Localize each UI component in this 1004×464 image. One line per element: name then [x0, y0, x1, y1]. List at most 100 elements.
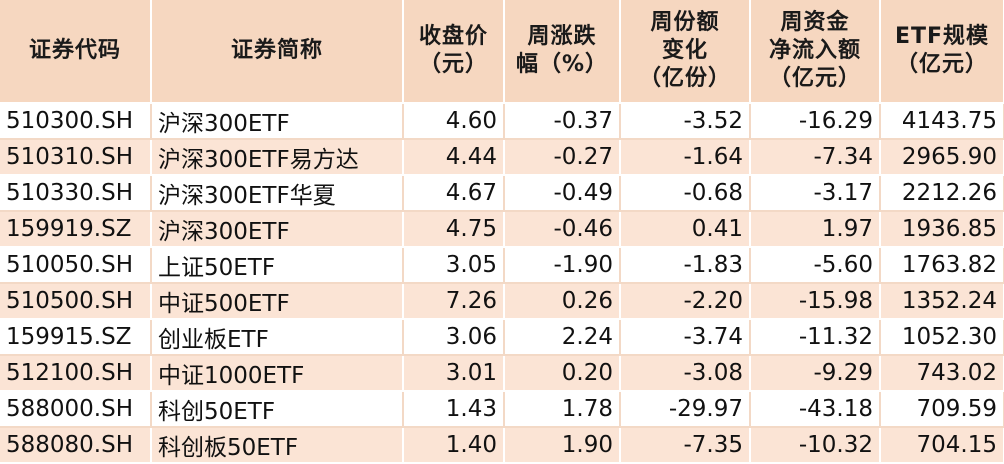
name-cell: 沪深300ETF	[151, 103, 404, 140]
header-line: 幅（%）	[515, 52, 609, 77]
net-inflow-cell: -16.29	[750, 103, 881, 140]
code-cell: 510500.SH	[0, 283, 152, 320]
name-cell: 中证1000ETF	[151, 355, 404, 392]
header-line: 证券简称	[230, 38, 323, 63]
code-cell: 510050.SH	[0, 247, 152, 284]
etf-size-cell: 743.02	[880, 355, 1004, 392]
net-inflow-cell: -10.32	[750, 427, 881, 464]
share-change-cell: -0.68	[620, 175, 751, 212]
close-price-cell: 3.05	[403, 247, 505, 284]
share-change-cell: -29.97	[620, 391, 751, 428]
header-weekly-share-change: 周份额 变化 （亿份）	[620, 0, 751, 104]
close-price-cell: 1.43	[403, 391, 505, 428]
header-security-code: 证券代码	[0, 0, 152, 104]
etf-size-cell: 2965.90	[880, 139, 1004, 176]
code-cell: 588080.SH	[0, 427, 152, 464]
name-cell: 沪深300ETF	[151, 211, 404, 248]
share-change-cell: -3.74	[620, 319, 751, 356]
share-change-cell: 0.41	[620, 211, 751, 248]
table-row: 588080.SH 科创板50ETF 1.40 1.90 -7.35 -10.32 704.…	[0, 427, 1004, 464]
weekly-change-cell: 1.90	[504, 427, 621, 464]
net-inflow-cell: 1.97	[750, 211, 881, 248]
header-line: 证券代码	[28, 38, 121, 63]
etf-size-cell: 1936.85	[880, 211, 1004, 248]
weekly-change-cell: -0.37	[504, 103, 621, 140]
name-cell: 创业板ETF	[151, 319, 404, 356]
table-header: 证券代码 证券简称 收盘价 （元） 周涨跌 幅（%） 周份额 变化 （亿份） 周…	[0, 0, 1004, 104]
name-cell: 上证50ETF	[151, 247, 404, 284]
net-inflow-cell: -3.17	[750, 175, 881, 212]
share-change-cell: -1.64	[620, 139, 751, 176]
name-cell: 科创50ETF	[151, 391, 404, 428]
weekly-change-cell: -0.27	[504, 139, 621, 176]
header-etf-size: ETF规模 （亿元）	[880, 0, 1004, 104]
header-line: （亿元）	[768, 66, 861, 91]
header-line: （亿份）	[638, 66, 731, 91]
net-inflow-cell: -5.60	[750, 247, 881, 284]
header-line: 周涨跌	[527, 24, 597, 49]
table-row: 510050.SH 上证50ETF 3.05 -1.90 -1.83 -5.60 1763.…	[0, 247, 1004, 284]
code-cell: 159919.SZ	[0, 211, 152, 248]
weekly-change-cell: 0.20	[504, 355, 621, 392]
close-price-cell: 4.67	[403, 175, 505, 212]
net-inflow-cell: -11.32	[750, 319, 881, 356]
weekly-change-cell: 0.26	[504, 283, 621, 320]
header-weekly-net-inflow: 周资金 净流入额 （亿元）	[750, 0, 881, 104]
share-change-cell: -3.52	[620, 103, 751, 140]
table-row: 159915.SZ 创业板ETF 3.06 2.24 -3.74 -11.32 1052.3…	[0, 319, 1004, 356]
etf-size-cell: 4143.75	[880, 103, 1004, 140]
name-cell: 沪深300ETF易方达	[151, 139, 404, 176]
etf-size-cell: 1352.24	[880, 283, 1004, 320]
code-cell: 588000.SH	[0, 391, 152, 428]
header-weekly-change: 周涨跌 幅（%）	[504, 0, 621, 104]
header-line: 周份额	[650, 10, 720, 35]
header-line: 周资金	[780, 10, 850, 35]
weekly-change-cell: -0.49	[504, 175, 621, 212]
weekly-change-cell: -1.90	[504, 247, 621, 284]
table-row: 159919.SZ 沪深300ETF 4.75 -0.46 0.41 1.97 1936.8…	[0, 211, 1004, 248]
share-change-cell: -2.20	[620, 283, 751, 320]
table-row: 510500.SH 中证500ETF 7.26 0.26 -2.20 -15.98 1352…	[0, 283, 1004, 320]
name-cell: 沪深300ETF华夏	[151, 175, 404, 212]
close-price-cell: 7.26	[403, 283, 505, 320]
name-cell: 中证500ETF	[151, 283, 404, 320]
name-cell: 科创板50ETF	[151, 427, 404, 464]
etf-size-cell: 704.15	[880, 427, 1004, 464]
etf-size-cell: 1763.82	[880, 247, 1004, 284]
code-cell: 510330.SH	[0, 175, 152, 212]
header-line: ETF规模	[894, 24, 990, 49]
table-row: 510330.SH 沪深300ETF华夏 4.67 -0.49 -0.68 -3.17 22…	[0, 175, 1004, 212]
close-price-cell: 3.06	[403, 319, 505, 356]
net-inflow-cell: -43.18	[750, 391, 881, 428]
code-cell: 510310.SH	[0, 139, 152, 176]
table-body: 510300.SH 沪深300ETF 4.60 -0.37 -3.52 -16.29 414…	[0, 103, 1004, 464]
code-cell: 510300.SH	[0, 103, 152, 140]
share-change-cell: -3.08	[620, 355, 751, 392]
share-change-cell: -7.35	[620, 427, 751, 464]
weekly-change-cell: 2.24	[504, 319, 621, 356]
code-cell: 512100.SH	[0, 355, 152, 392]
close-price-cell: 1.40	[403, 427, 505, 464]
close-price-cell: 4.44	[403, 139, 505, 176]
table-row: 512100.SH 中证1000ETF 3.01 0.20 -3.08 -9.29 743.…	[0, 355, 1004, 392]
header-security-name: 证券简称	[151, 0, 404, 104]
header-line: 收盘价	[418, 24, 488, 49]
etf-size-cell: 1052.30	[880, 319, 1004, 356]
share-change-cell: -1.83	[620, 247, 751, 284]
close-price-cell: 3.01	[403, 355, 505, 392]
weekly-change-cell: 1.78	[504, 391, 621, 428]
header-close-price: 收盘价 （元）	[403, 0, 505, 104]
header-line: （亿元）	[895, 52, 988, 77]
header-row: 证券代码 证券简称 收盘价 （元） 周涨跌 幅（%） 周份额 变化 （亿份） 周…	[0, 0, 1004, 104]
header-line: （元）	[418, 52, 488, 77]
etf-size-cell: 2212.26	[880, 175, 1004, 212]
close-price-cell: 4.60	[403, 103, 505, 140]
net-inflow-cell: -15.98	[750, 283, 881, 320]
header-line: 净流入额	[768, 38, 861, 63]
close-price-cell: 4.75	[403, 211, 505, 248]
code-cell: 159915.SZ	[0, 319, 152, 356]
table-row: 510300.SH 沪深300ETF 4.60 -0.37 -3.52 -16.29 414…	[0, 103, 1004, 140]
header-line: 变化	[661, 38, 708, 63]
net-inflow-cell: -7.34	[750, 139, 881, 176]
